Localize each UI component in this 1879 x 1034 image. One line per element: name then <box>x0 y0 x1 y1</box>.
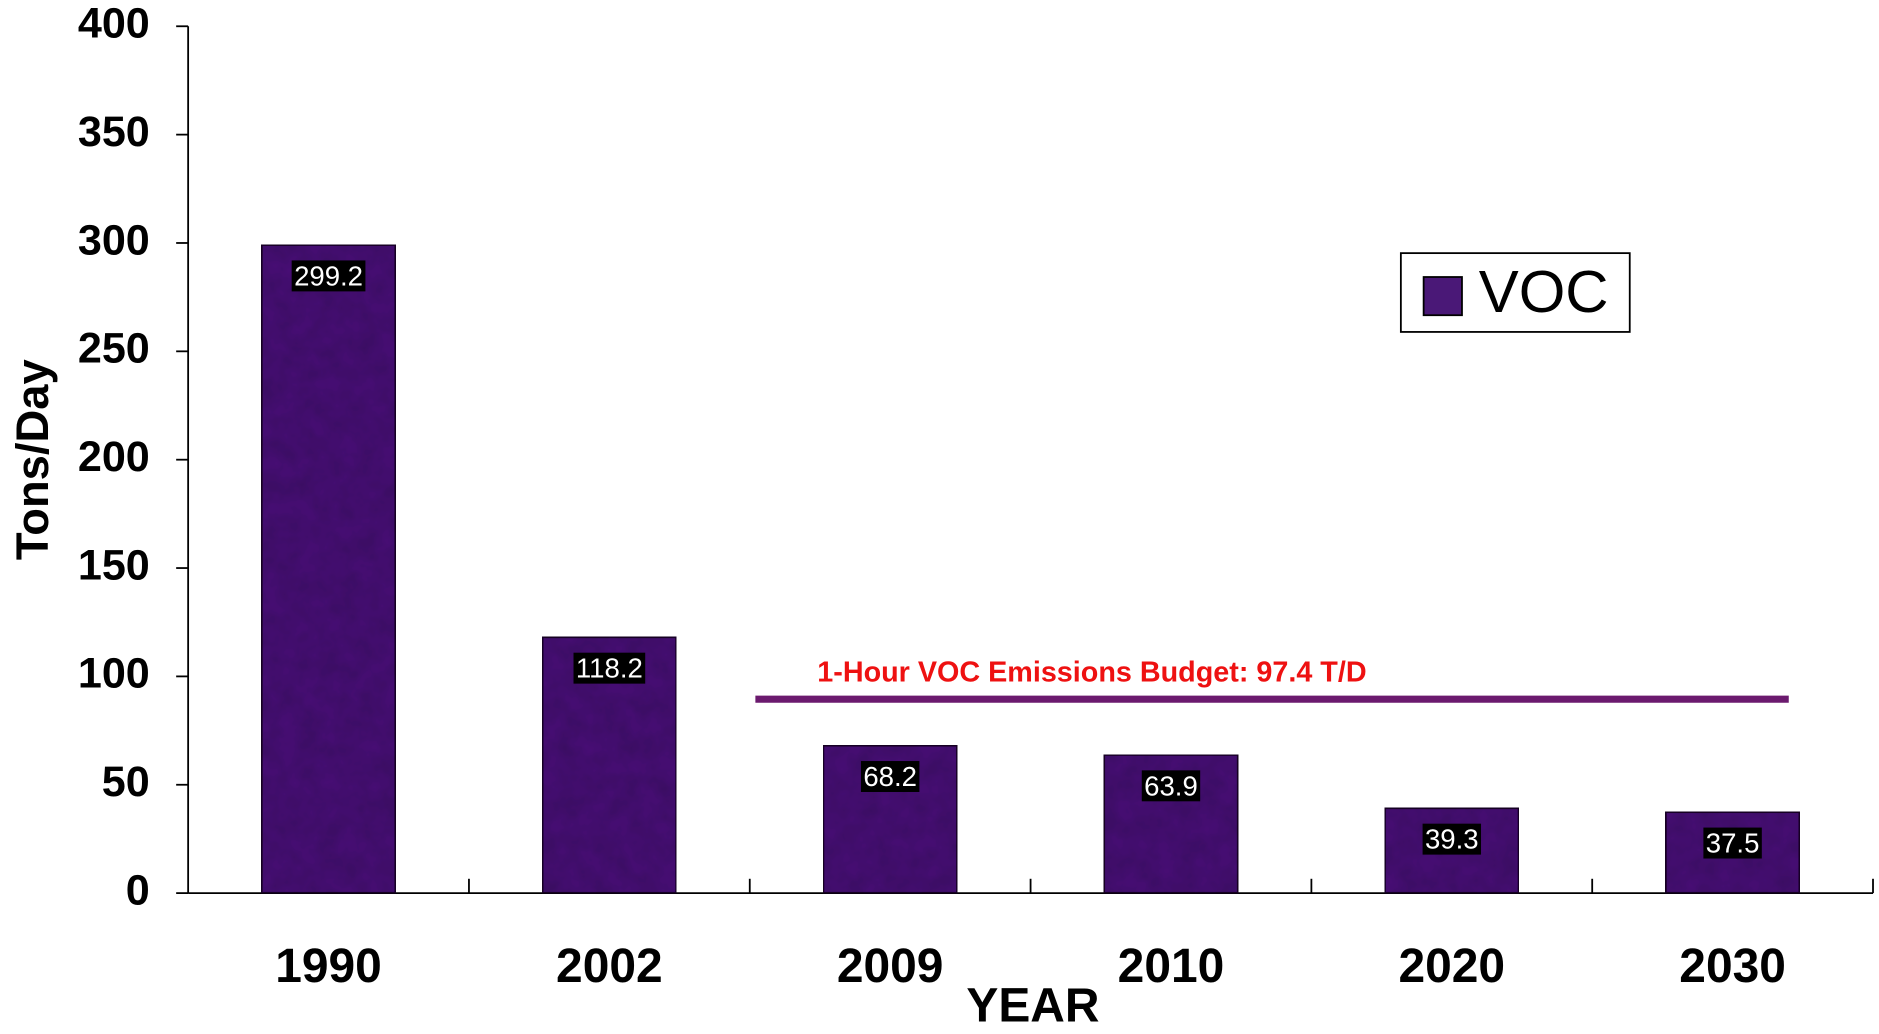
y-tick-label: 250 <box>78 325 150 373</box>
x-tick-label: 2010 <box>1118 940 1225 993</box>
x-tick-label: 1990 <box>275 940 382 993</box>
value-label-bg <box>1141 770 1201 802</box>
value-label: 68.2 <box>863 761 917 792</box>
y-tick-label: 0 <box>126 867 150 915</box>
y-axis-label: Tons/Day <box>7 359 58 561</box>
value-label: 39.3 <box>1425 824 1479 855</box>
x-tick-label: 2030 <box>1679 940 1786 993</box>
value-label: 63.9 <box>1144 770 1198 801</box>
legend-label: VOC <box>1479 258 1609 325</box>
value-label-bg <box>1422 823 1482 855</box>
value-label-bg <box>1703 827 1762 859</box>
reference-label: 1-Hour VOC Emissions Budget: 97.4 T/D <box>817 657 1366 689</box>
bar <box>1664 810 1801 895</box>
x-tick-label: 2009 <box>837 940 944 993</box>
value-label: 118.2 <box>576 653 643 684</box>
bar <box>260 243 397 895</box>
y-tick-label: 300 <box>78 216 150 264</box>
value-label-bg <box>573 652 646 684</box>
y-tick-label: 350 <box>78 108 150 156</box>
value-label-bg <box>291 260 366 292</box>
x-axis-label: YEAR <box>966 980 1099 1033</box>
y-tick-label: 50 <box>102 758 150 806</box>
x-tick-label: 2002 <box>556 940 663 993</box>
value-label-bg <box>860 761 920 792</box>
value-label: 37.5 <box>1706 828 1760 859</box>
y-tick-label: 100 <box>78 650 150 698</box>
y-tick-label: 400 <box>78 0 150 48</box>
x-tick-label: 2020 <box>1398 940 1505 993</box>
y-tick-label: 150 <box>78 541 150 589</box>
legend-swatch <box>1422 276 1463 317</box>
y-tick-label: 200 <box>78 433 150 481</box>
value-label: 299.2 <box>294 260 363 291</box>
